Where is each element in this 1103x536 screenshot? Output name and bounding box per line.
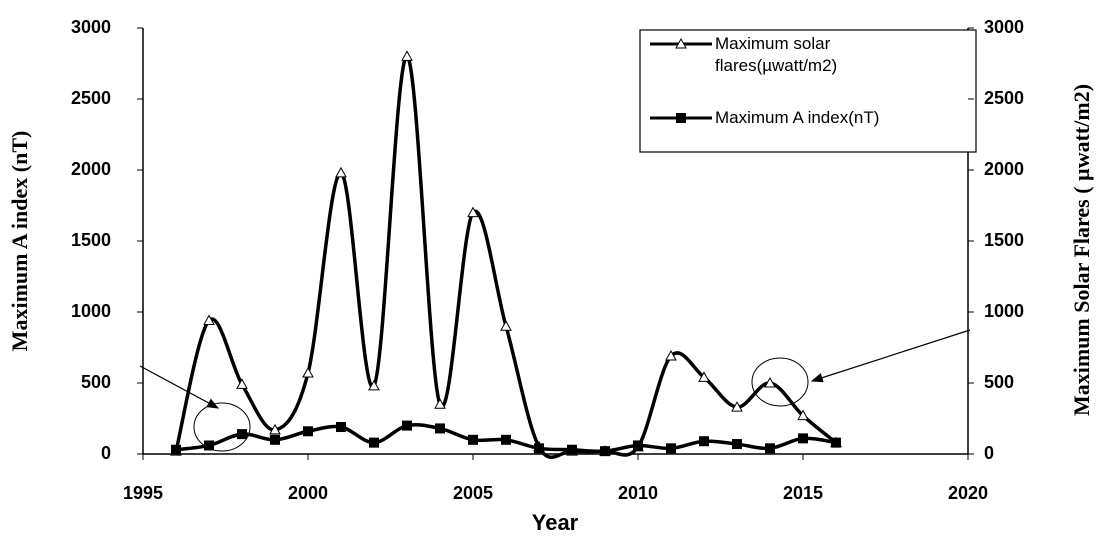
y-axis-title: Maximum A index (nT) xyxy=(7,131,32,352)
y-tick-label: 2000 xyxy=(71,159,111,179)
series-line xyxy=(174,54,838,459)
legend-box xyxy=(639,29,977,153)
square-marker xyxy=(468,434,478,445)
y-tick-label: 500 xyxy=(81,372,111,392)
square-marker xyxy=(699,436,709,447)
triangle-marker xyxy=(698,371,710,382)
triangle-marker xyxy=(368,379,380,391)
triangle-marker xyxy=(302,367,314,378)
square-marker xyxy=(369,437,379,448)
y2-tick-label: 2000 xyxy=(984,159,1024,179)
triangle-marker xyxy=(675,37,687,49)
triangle-marker xyxy=(335,166,347,178)
triangle-marker xyxy=(731,401,743,412)
triangle-marker xyxy=(434,398,446,409)
annotation-arrow xyxy=(810,329,971,383)
square-marker xyxy=(798,433,808,444)
y2-tick-label: 2500 xyxy=(984,88,1024,108)
square-marker xyxy=(336,422,346,433)
square-marker xyxy=(204,440,214,451)
triangle-marker xyxy=(269,423,281,435)
x-tick-label: 2005 xyxy=(453,483,493,503)
y2-tick-label: 1500 xyxy=(984,230,1024,250)
y-tick-label: 2500 xyxy=(71,88,111,108)
y-tick-label: 3000 xyxy=(71,17,111,37)
annotation-arrow xyxy=(139,365,220,409)
x-tick-label: 2010 xyxy=(618,483,658,503)
triangle-marker xyxy=(665,349,677,361)
legend-label: Maximum solar flares(µwatt/m2) xyxy=(715,34,838,75)
x-tick-label: 2015 xyxy=(783,483,823,503)
triangle-marker xyxy=(236,378,248,389)
y2-tick-label: 1000 xyxy=(984,301,1024,321)
x-tick-label: 1995 xyxy=(123,483,163,503)
square-marker xyxy=(732,439,742,450)
x-tick-label: 2020 xyxy=(948,483,988,503)
y-tick-label: 0 xyxy=(101,443,111,463)
square-marker xyxy=(666,443,676,454)
square-marker xyxy=(501,434,511,445)
triangle-marker xyxy=(401,50,413,61)
y2-tick-label: 0 xyxy=(984,443,994,463)
square-marker xyxy=(402,420,412,431)
square-marker xyxy=(567,444,577,455)
square-marker xyxy=(676,113,686,123)
square-marker xyxy=(171,444,181,455)
triangle-marker xyxy=(203,314,215,326)
annotation-circle xyxy=(193,402,251,452)
square-marker xyxy=(237,429,247,440)
square-marker xyxy=(270,434,280,445)
y-tick-label: 1500 xyxy=(71,230,111,250)
x-tick-label: 2000 xyxy=(288,483,328,503)
square-marker xyxy=(831,437,841,448)
y-tick-label: 1000 xyxy=(71,301,111,321)
y2-tick-label: 500 xyxy=(984,372,1014,392)
y2-tick-label: 3000 xyxy=(984,17,1024,37)
square-marker xyxy=(765,443,775,454)
square-marker xyxy=(303,426,313,437)
triangle-marker xyxy=(500,320,512,331)
square-marker xyxy=(633,440,643,451)
legend-label: Maximum A index(nT) xyxy=(715,108,880,127)
square-marker xyxy=(435,423,445,434)
triangle-marker xyxy=(467,206,479,218)
y2-axis-title: Maximum Solar Flares ( µwatt/m2) xyxy=(1069,84,1094,416)
x-axis-title: Year xyxy=(532,510,579,535)
annotation-circle xyxy=(751,357,809,407)
square-marker xyxy=(600,446,610,457)
square-marker xyxy=(534,443,544,454)
triangle-marker xyxy=(797,409,809,421)
triangle-marker xyxy=(764,376,776,388)
